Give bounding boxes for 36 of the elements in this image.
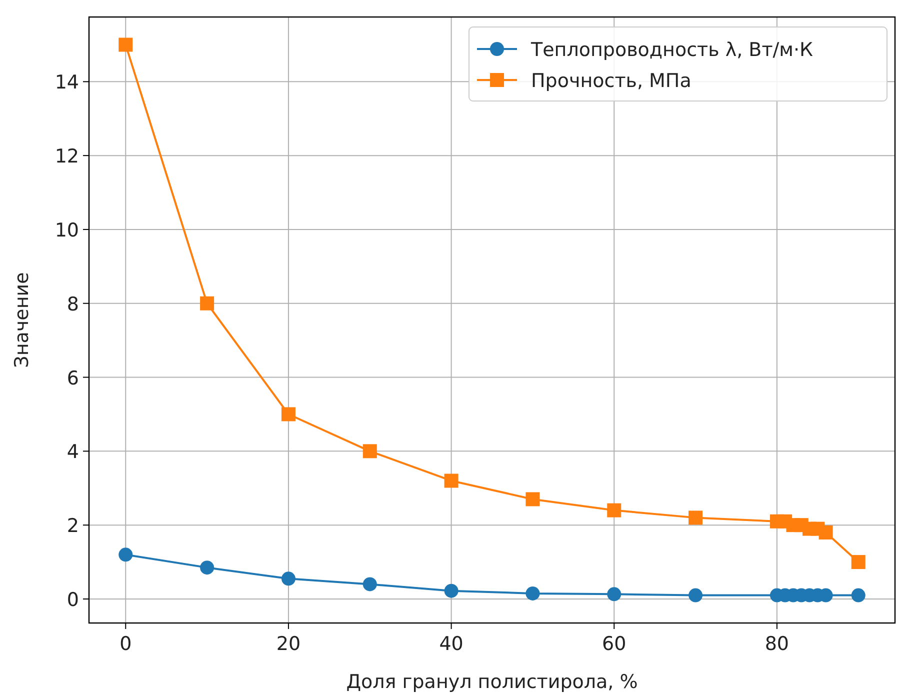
x-tick-label: 60 — [602, 633, 626, 655]
point — [118, 38, 133, 52]
x-tick-label: 0 — [120, 633, 132, 655]
point — [818, 525, 833, 540]
point — [281, 572, 296, 586]
point — [526, 492, 540, 506]
point — [200, 296, 214, 310]
y-axis-title: Значение — [11, 272, 33, 368]
y-tick-label: 12 — [54, 146, 79, 168]
y-tick-label: 0 — [66, 588, 79, 611]
point — [362, 577, 377, 592]
y-tick-label: 2 — [66, 515, 79, 538]
point — [444, 584, 458, 598]
point — [526, 586, 540, 600]
y-tick-label: 4 — [66, 441, 79, 464]
y-tick-label: 14 — [54, 72, 79, 94]
point — [118, 548, 133, 562]
point — [281, 407, 296, 422]
y-tick-label: 8 — [66, 293, 79, 316]
point — [607, 587, 622, 602]
point — [607, 503, 622, 518]
x-tick-label: 40 — [439, 633, 464, 655]
legend-label: Прочность, МПа — [531, 70, 692, 92]
point — [688, 588, 703, 602]
x-axis-title: Доля гранул полистирола, % — [346, 671, 638, 693]
point — [688, 510, 703, 525]
point — [851, 588, 866, 602]
point — [444, 474, 458, 488]
point — [200, 560, 214, 575]
point — [362, 444, 377, 458]
x-tick-label: 80 — [764, 633, 790, 655]
point — [851, 555, 866, 570]
x-tick-label: 20 — [276, 633, 301, 655]
legend-label: Теплопроводность λ, Вт/м·К — [530, 39, 814, 61]
y-tick-label: 10 — [54, 219, 79, 242]
y-tick-label: 6 — [66, 367, 79, 390]
